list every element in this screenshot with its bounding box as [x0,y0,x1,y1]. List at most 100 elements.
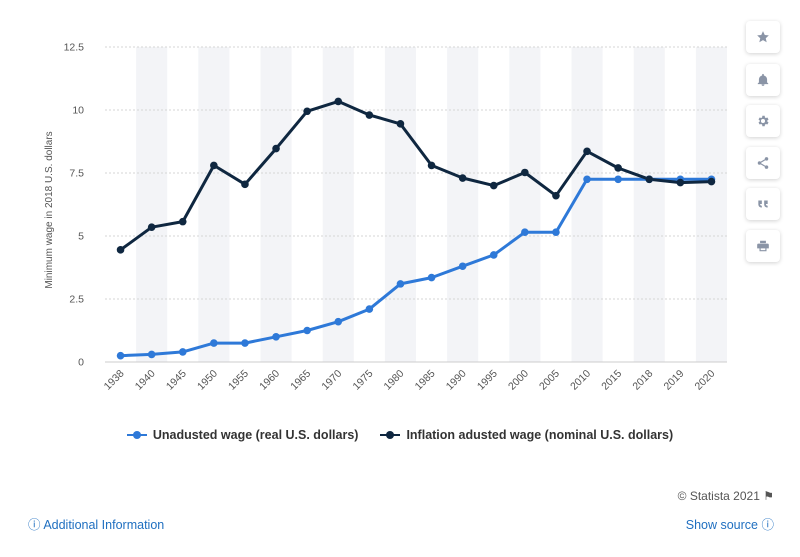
data-point-series-0[interactable] [147,350,156,359]
data-point-series-0[interactable] [458,262,467,271]
legend-marker-unadjusted [126,430,147,440]
statista-credit[interactable]: © Statista 2021 ⚑ [678,489,774,503]
data-point-series-1[interactable] [303,107,311,116]
data-point-series-1[interactable] [272,144,280,153]
show-source-link[interactable]: Show source ⓘ [686,514,774,533]
y-axis-label: Minimum wage in 2018 U.S. dollars [44,131,55,288]
data-point-series-1[interactable] [241,180,249,189]
info-icon: ⓘ [761,518,774,532]
gridlines [105,46,727,363]
series-lines [119,99,713,358]
data-point-series-0[interactable] [116,351,125,360]
x-axis-ticks: 1938 1940 1945 1950 1955 1960 1965 1970 1975 1980… [102,368,718,393]
legend-label-unadjusted: Unadusted wage (real U.S. dollars) [152,428,359,442]
data-point-series-1[interactable] [178,217,187,226]
star-icon[interactable] [746,21,780,53]
additional-information-label: Additional Information [43,518,165,532]
x-tick-label: 1990 [444,368,469,393]
data-point-series-0[interactable] [614,175,622,184]
legend-label-inflation-adjusted: Inflation adusted wage (nominal U.S. dol… [406,428,674,442]
x-tick-label: 1950 [195,368,220,393]
data-point-series-1[interactable] [116,246,125,254]
x-tick-label: 1965 [288,368,313,393]
credit-text: © Statista 2021 [677,489,760,503]
column-band [633,47,665,362]
x-tick-label: 2000 [506,368,531,393]
data-point-series-0[interactable] [396,280,405,288]
data-point-series-1[interactable] [458,174,467,182]
column-band [136,47,168,362]
x-tick-label: 2010 [568,368,593,393]
data-point-series-0[interactable] [583,175,591,184]
column-band [509,47,541,362]
x-tick-label: 1945 [164,368,189,393]
column-band [571,47,603,362]
data-point-series-1[interactable] [583,147,591,156]
data-point-series-1[interactable] [614,164,622,172]
quote-icon[interactable] [746,188,780,220]
share-icon[interactable] [746,147,780,179]
data-point-series-1[interactable] [147,223,156,231]
x-tick-label: 1960 [257,368,282,393]
series-line-0[interactable] [119,177,713,358]
x-tick-label: 2018 [630,368,655,393]
legend-item-inflation-adjusted[interactable]: Inflation adusted wage (nominal U.S. dol… [380,428,673,442]
x-tick-label: 1975 [350,368,375,393]
column-band [198,47,230,362]
y-tick-label: 5 [78,231,84,243]
data-point-series-1[interactable] [210,161,218,170]
x-tick-label: 1970 [319,368,344,393]
data-point-series-1[interactable] [489,181,498,190]
data-point-series-0[interactable] [365,305,374,313]
data-point-series-1[interactable] [427,161,436,170]
print-icon[interactable] [746,230,780,262]
data-point-series-1[interactable] [365,111,374,119]
data-point-series-0[interactable] [241,339,249,347]
y-tick-label: 2.5 [69,294,84,306]
series-line-1[interactable] [119,99,713,252]
alternating-column-bands [136,47,727,362]
y-tick-label: 10 [72,105,84,117]
legend-item-unadjusted[interactable]: Unadusted wage (real U.S. dollars) [126,428,359,442]
y-axis-ticks: 0 2.5 5 7.5 10 12.5 [64,42,85,369]
data-point-series-0[interactable] [178,348,187,356]
x-tick-label: 1980 [382,368,407,393]
data-point-series-0[interactable] [521,228,529,237]
column-band [322,47,354,362]
data-point-series-1[interactable] [676,178,685,187]
flag-icon: ⚑ [763,489,774,503]
data-point-series-1[interactable] [334,97,343,106]
y-tick-label: 7.5 [69,168,84,180]
data-point-series-0[interactable] [210,339,218,347]
bell-icon[interactable] [746,64,780,96]
data-point-series-0[interactable] [427,273,436,282]
additional-information-link[interactable]: ⓘ Additional Information [28,514,164,533]
legend-marker-inflation-adjusted [380,430,401,440]
x-tick-label: 1940 [133,368,158,393]
x-tick-label: 2005 [537,368,562,393]
gear-icon[interactable] [746,105,780,137]
x-tick-label: 1938 [102,368,127,393]
data-point-series-1[interactable] [707,177,716,186]
data-point-series-1[interactable] [552,191,560,200]
column-band [384,47,416,362]
data-point-series-0[interactable] [334,317,343,326]
x-tick-label: 1985 [413,368,438,393]
info-icon: ⓘ [28,518,41,532]
x-tick-label: 2015 [599,368,624,393]
data-point-series-0[interactable] [303,326,311,335]
y-tick-label: 0 [78,357,84,369]
data-point-series-1[interactable] [396,120,405,128]
column-band [695,47,727,362]
data-point-series-1[interactable] [645,175,654,184]
show-source-label: Show source [685,518,758,532]
y-tick-label: 12.5 [64,42,85,54]
series-points [116,97,716,360]
chart-legend: Unadusted wage (real U.S. dollars) Infla… [0,428,800,442]
data-point-series-0[interactable] [272,333,280,341]
data-point-series-1[interactable] [521,168,529,177]
column-band [260,47,292,362]
data-point-series-0[interactable] [552,228,560,237]
data-point-series-0[interactable] [489,251,498,259]
